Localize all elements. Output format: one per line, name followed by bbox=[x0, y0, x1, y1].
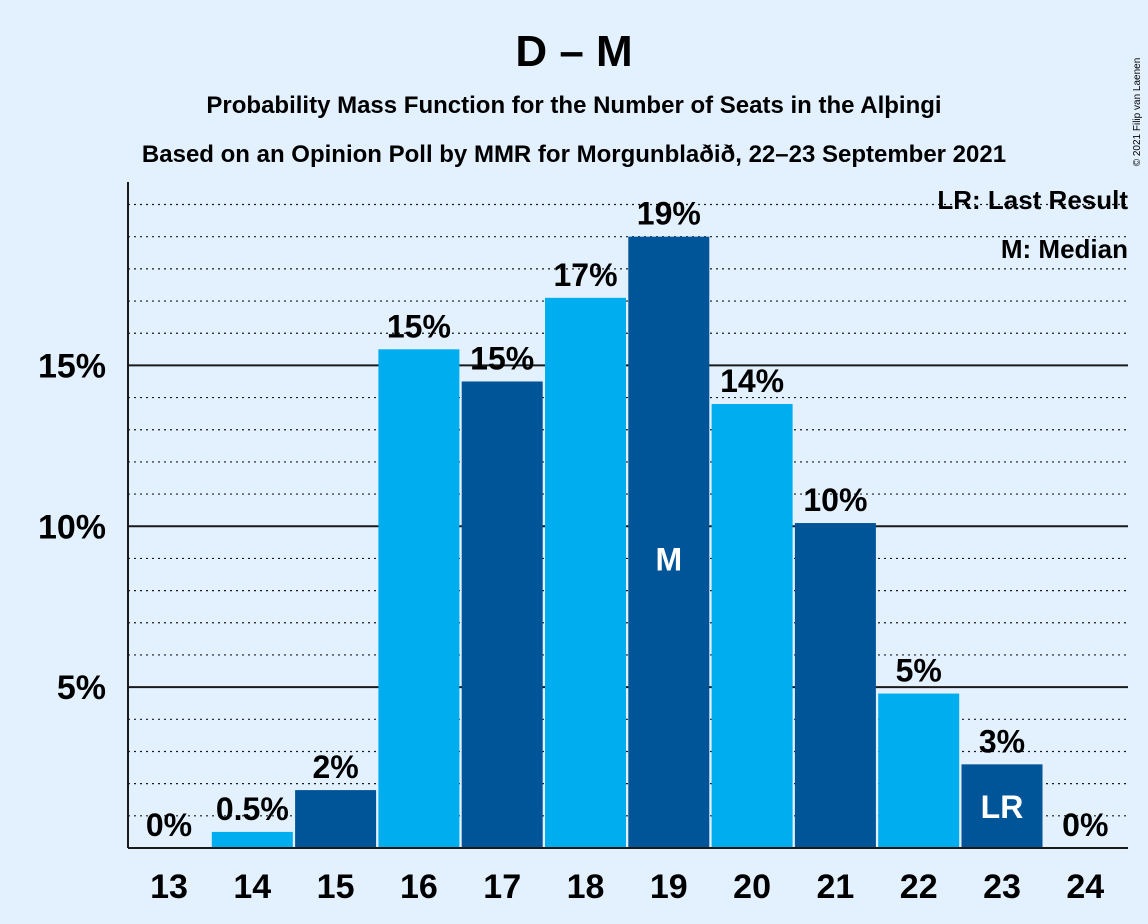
bar-value-label: 10% bbox=[803, 482, 867, 518]
bar-value-label: 5% bbox=[896, 653, 942, 689]
x-tick-label: 21 bbox=[816, 868, 854, 906]
bar bbox=[378, 349, 460, 848]
bar-value-label: 0% bbox=[146, 807, 192, 843]
x-tick-label: 16 bbox=[400, 868, 438, 906]
chart-subtitle-2: Based on an Opinion Poll by MMR for Morg… bbox=[142, 141, 1006, 168]
bars: 0% 0.5% 2% 15% 15% 17% 19% 14% 10% 5% 3% 0% M LR bbox=[146, 196, 1108, 849]
legend-median: M: Median bbox=[1001, 234, 1128, 264]
bar-marker-label: M bbox=[655, 541, 682, 577]
y-tick-label: 10% bbox=[38, 508, 106, 546]
y-tick-label: 5% bbox=[57, 669, 106, 707]
legend-last-result: LR: Last Result bbox=[937, 185, 1128, 215]
bar bbox=[461, 381, 543, 848]
bar bbox=[211, 831, 293, 848]
bar bbox=[878, 693, 960, 848]
x-tick-label: 13 bbox=[150, 868, 188, 906]
bar-marker-label: LR bbox=[981, 789, 1024, 825]
bar-value-label: 19% bbox=[637, 196, 701, 232]
bar-value-label: 3% bbox=[979, 723, 1025, 759]
bar bbox=[628, 236, 710, 848]
y-tick-label: 15% bbox=[38, 347, 106, 385]
chart-title: D – M bbox=[515, 27, 632, 76]
chart-subtitle-1: Probability Mass Function for the Number… bbox=[206, 92, 941, 119]
x-tick-label: 22 bbox=[900, 868, 938, 906]
x-tick-label: 23 bbox=[983, 868, 1021, 906]
x-tick-label: 15 bbox=[317, 868, 355, 906]
x-tick-label: 18 bbox=[567, 868, 605, 906]
x-tick-label: 20 bbox=[733, 868, 771, 906]
x-tick-label: 17 bbox=[483, 868, 521, 906]
gridlines bbox=[128, 203, 1128, 817]
bar-value-label: 15% bbox=[470, 340, 534, 376]
bar-value-label: 2% bbox=[312, 749, 358, 785]
x-tick-label: 19 bbox=[650, 868, 688, 906]
bar-value-label: 0.5% bbox=[216, 791, 289, 827]
bar-value-label: 14% bbox=[720, 363, 784, 399]
axes: 5% 10% 15% 13 14 15 16 17 18 19 20 21 22 23 24 bbox=[38, 182, 1128, 906]
x-tick-label: 14 bbox=[233, 868, 271, 906]
bar-value-label: 0% bbox=[1062, 807, 1108, 843]
bar bbox=[961, 764, 1043, 848]
bar bbox=[794, 523, 876, 848]
bar bbox=[545, 297, 626, 849]
copyright-notice: © 2021 Filip van Laenen bbox=[1132, 58, 1143, 167]
bar-value-label: 17% bbox=[553, 257, 617, 293]
x-tick-label: 24 bbox=[1066, 868, 1104, 906]
bar bbox=[711, 404, 793, 848]
bar bbox=[295, 790, 377, 848]
bar-value-label: 15% bbox=[387, 308, 451, 344]
